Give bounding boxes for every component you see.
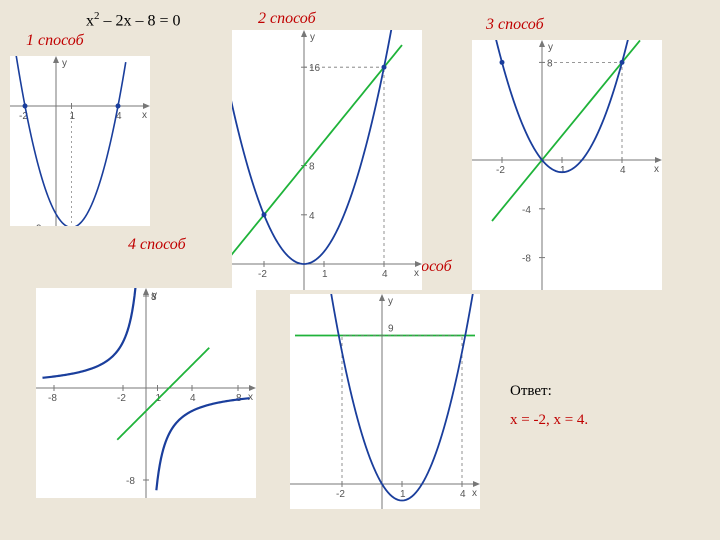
- chart-method-3: x y -2 1 4 8 -4 -8: [472, 40, 662, 290]
- svg-text:x: x: [414, 268, 419, 279]
- svg-text:4: 4: [190, 393, 196, 404]
- method-3-label: 3 способ: [486, 16, 544, 34]
- chart-method-4: xy-8-21488-8: [36, 288, 256, 498]
- svg-text:1: 1: [70, 111, 76, 122]
- svg-text:1: 1: [560, 165, 566, 176]
- chart-method-2: xy-4-2144816: [232, 30, 422, 290]
- answer-title: Ответ:: [510, 380, 588, 403]
- svg-text:x: x: [142, 110, 147, 121]
- svg-text:1: 1: [322, 269, 328, 280]
- svg-text:-2: -2: [496, 165, 505, 176]
- svg-text:y: y: [62, 58, 67, 69]
- equation-text: x2 – 2x – 8 = 0: [86, 10, 181, 30]
- svg-text:y: y: [548, 42, 553, 53]
- svg-text:-2: -2: [336, 489, 345, 500]
- chart-method-1: xy-2149: [10, 56, 150, 226]
- svg-text:8: 8: [151, 292, 157, 303]
- svg-text:y: y: [310, 32, 315, 43]
- answer-block: Ответ: x = -2, x = 4.: [510, 380, 588, 431]
- svg-text:x: x: [472, 488, 477, 499]
- svg-text:-4: -4: [522, 205, 531, 216]
- svg-text:9: 9: [36, 224, 42, 227]
- svg-text:8: 8: [309, 162, 315, 173]
- svg-text:y: y: [388, 296, 393, 307]
- svg-text:-8: -8: [48, 393, 57, 404]
- answer-text: x = -2, x = 4.: [510, 409, 588, 432]
- svg-text:8: 8: [547, 58, 553, 69]
- svg-text:-8: -8: [126, 476, 135, 487]
- svg-text:4: 4: [309, 211, 315, 222]
- svg-text:4: 4: [620, 165, 626, 176]
- svg-text:-2: -2: [258, 269, 267, 280]
- method-4-label: 4 способ: [128, 236, 186, 254]
- svg-text:x: x: [654, 164, 659, 175]
- method-1-label: 1 способ: [26, 32, 84, 50]
- svg-text:-2: -2: [117, 393, 126, 404]
- svg-text:9: 9: [388, 324, 394, 335]
- method-2-label: 2 способ: [258, 10, 316, 28]
- svg-text:-8: -8: [522, 254, 531, 265]
- svg-text:1: 1: [400, 489, 406, 500]
- svg-text:4: 4: [382, 269, 388, 280]
- svg-text:4: 4: [460, 489, 466, 500]
- chart-method-5: x y -2 1 4 9: [290, 294, 480, 509]
- svg-text:16: 16: [309, 63, 321, 74]
